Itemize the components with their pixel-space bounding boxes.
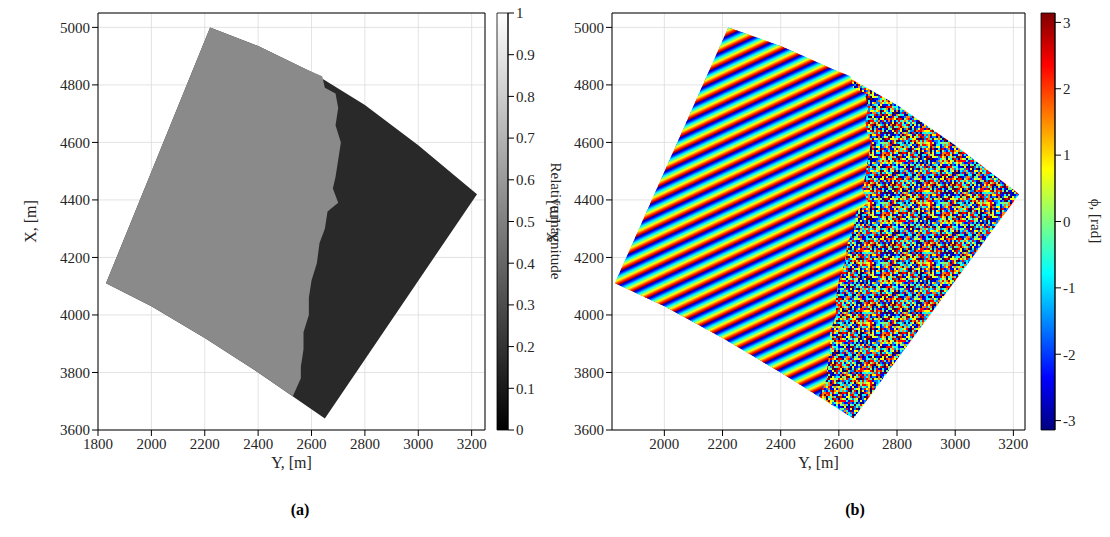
svg-text:1: 1: [1063, 147, 1071, 163]
svg-text:2400: 2400: [766, 436, 796, 452]
svg-text:Y, [m]: Y, [m]: [798, 454, 839, 471]
svg-text:0.3: 0.3: [516, 297, 535, 313]
svg-text:0.1: 0.1: [516, 381, 535, 397]
svg-text:3000: 3000: [403, 436, 433, 452]
svg-text:2800: 2800: [350, 436, 380, 452]
svg-text:X, [m]: X, [m]: [22, 200, 39, 243]
svg-text:2: 2: [1063, 81, 1071, 97]
svg-text:Relative magnitude: Relative magnitude: [548, 162, 564, 280]
svg-text:4000: 4000: [574, 307, 604, 323]
svg-text:4800: 4800: [574, 77, 604, 93]
svg-text:1: 1: [516, 5, 524, 21]
svg-text:0.9: 0.9: [516, 47, 535, 63]
svg-text:3800: 3800: [574, 365, 604, 381]
svg-text:2800: 2800: [882, 436, 912, 452]
svg-text:0.7: 0.7: [516, 130, 535, 146]
svg-text:5000: 5000: [60, 20, 90, 36]
svg-text:5000: 5000: [574, 20, 604, 36]
svg-text:3200: 3200: [998, 436, 1028, 452]
svg-text:2400: 2400: [243, 436, 273, 452]
svg-text:2200: 2200: [190, 436, 220, 452]
svg-text:0.6: 0.6: [516, 172, 535, 188]
svg-text:-3: -3: [1063, 413, 1076, 429]
svg-text:0: 0: [516, 422, 524, 438]
svg-text:0.4: 0.4: [516, 256, 535, 272]
svg-text:3000: 3000: [940, 436, 970, 452]
svg-text:0.8: 0.8: [516, 89, 535, 105]
svg-text:2000: 2000: [136, 436, 166, 452]
svg-text:0: 0: [1063, 214, 1071, 230]
svg-text:Y, [m]: Y, [m]: [271, 454, 312, 471]
svg-text:2200: 2200: [708, 436, 738, 452]
svg-text:2600: 2600: [824, 436, 854, 452]
svg-text:4400: 4400: [60, 192, 90, 208]
svg-text:4200: 4200: [574, 250, 604, 266]
svg-text:3800: 3800: [60, 365, 90, 381]
svg-text:4600: 4600: [60, 135, 90, 151]
svg-text:1800: 1800: [83, 435, 113, 452]
svg-text:3: 3: [1063, 15, 1071, 31]
svg-text:4000: 4000: [60, 307, 90, 323]
svg-text:0.2: 0.2: [516, 339, 535, 355]
svg-text:(a): (a): [291, 501, 310, 519]
svg-text:-1: -1: [1063, 280, 1076, 296]
svg-text:(b): (b): [845, 501, 865, 519]
svg-text:2600: 2600: [297, 436, 327, 452]
svg-text:4600: 4600: [574, 135, 604, 151]
svg-text:2000: 2000: [649, 436, 679, 452]
svg-text:0.5: 0.5: [516, 214, 535, 230]
svg-text:4400: 4400: [574, 192, 604, 208]
svg-text:-2: -2: [1063, 347, 1076, 363]
svg-text:4800: 4800: [60, 77, 90, 93]
svg-text:ϕ, [rad]: ϕ, [rad]: [1088, 199, 1104, 244]
svg-text:4200: 4200: [60, 250, 90, 266]
svg-text:X, [m]: X, [m]: [544, 200, 561, 243]
svg-text:3600: 3600: [60, 422, 90, 438]
svg-text:3200: 3200: [457, 436, 487, 452]
svg-text:3600: 3600: [574, 422, 604, 438]
